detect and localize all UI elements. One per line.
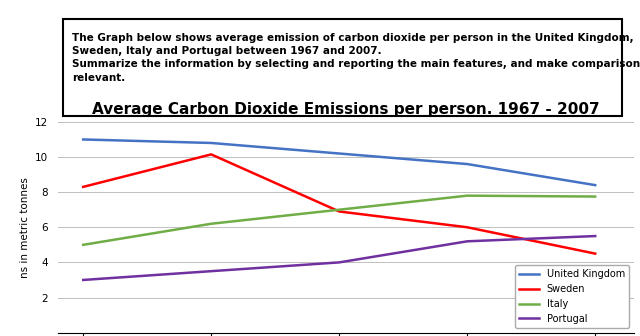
Italy [463,194,471,198]
Line: Sweden: Sweden [83,154,595,254]
United Kingdom [207,141,215,145]
Italy [591,195,599,199]
Sweden [79,185,87,189]
Title: Average Carbon Dioxide Emissions per person. 1967 - 2007: Average Carbon Dioxide Emissions per per… [92,101,600,117]
Sweden [463,225,471,229]
Portugal [591,234,599,238]
Italy [79,243,87,247]
Y-axis label: ns in metric tonnes: ns in metric tonnes [20,177,31,278]
United Kingdom [79,137,87,141]
Sweden [335,209,343,213]
Text: Write at least 150 words: Write at least 150 words [98,140,243,150]
United Kingdom [335,152,343,156]
Portugal [207,269,215,273]
FancyBboxPatch shape [63,19,622,116]
United Kingdom [463,162,471,166]
Portugal [335,260,343,264]
Portugal [463,239,471,243]
Italy [207,222,215,226]
Legend: United Kingdom, Sweden, Italy, Portugal: United Kingdom, Sweden, Italy, Portugal [515,265,628,328]
Line: Italy: Italy [83,196,595,245]
Sweden [207,152,215,156]
Portugal [79,278,87,282]
United Kingdom [591,183,599,187]
Italy [335,208,343,212]
Line: United Kingdom: United Kingdom [83,139,595,185]
Sweden [591,252,599,256]
Text: The Graph below shows average emission of carbon dioxide per person in the Unite: The Graph below shows average emission o… [72,33,640,83]
Line: Portugal: Portugal [83,236,595,280]
